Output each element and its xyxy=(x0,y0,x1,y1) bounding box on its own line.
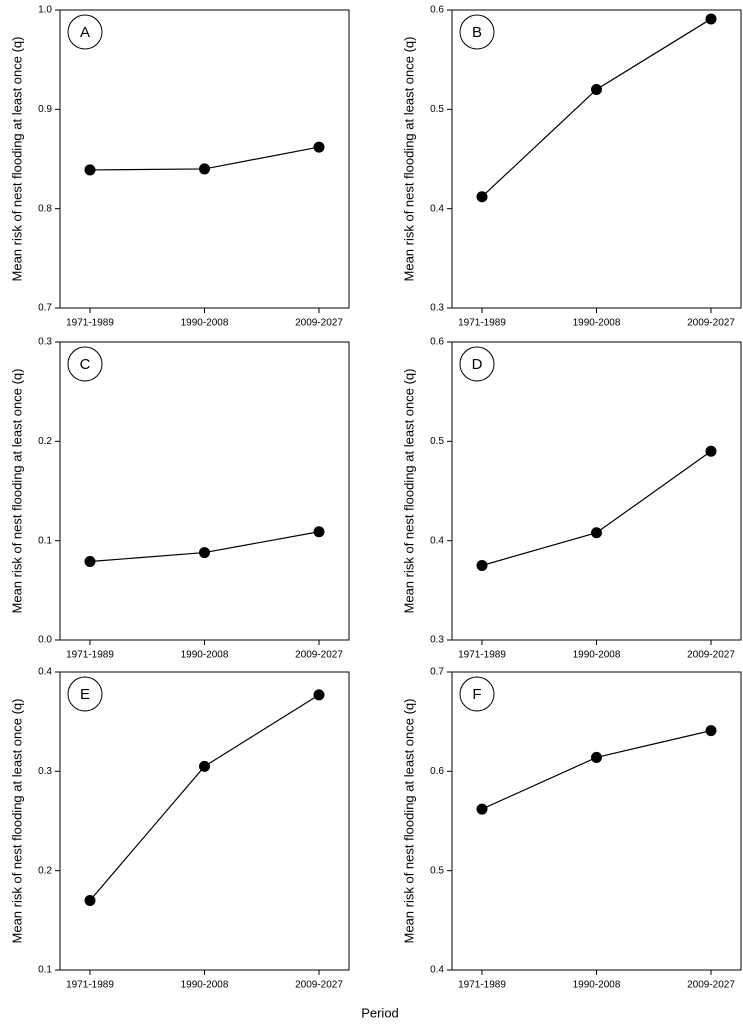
data-point xyxy=(706,13,717,24)
x-tick-label: 1971-1989 xyxy=(66,318,114,329)
data-point xyxy=(706,446,717,457)
data-point xyxy=(85,556,96,567)
plot-area xyxy=(452,342,741,640)
panel-label: E xyxy=(80,686,90,703)
data-point xyxy=(477,191,488,202)
y-tick-label: 0.7 xyxy=(38,303,52,314)
x-tick-label: 1971-1989 xyxy=(458,318,506,329)
y-axis-title: Mean risk of nest flooding at least once… xyxy=(401,37,416,282)
y-tick-label: 0.5 xyxy=(430,104,444,115)
panel-label: C xyxy=(80,356,91,373)
data-point xyxy=(591,84,602,95)
data-point xyxy=(706,725,717,736)
y-tick-label: 0.2 xyxy=(38,436,52,447)
y-axis-title: Mean risk of nest flooding at least once… xyxy=(401,369,416,614)
y-tick-label: 0.6 xyxy=(430,337,444,348)
data-point xyxy=(199,761,210,772)
y-tick-label: 0.1 xyxy=(38,535,52,546)
y-axis-title: Mean risk of nest flooding at least once… xyxy=(401,699,416,944)
y-tick-label: 0.3 xyxy=(430,635,444,646)
data-point xyxy=(477,560,488,571)
y-tick-label: 0.4 xyxy=(430,203,444,214)
y-tick-label: 0.3 xyxy=(38,766,52,777)
x-tick-label: 1990-2008 xyxy=(181,318,229,329)
y-tick-label: 0.3 xyxy=(430,303,444,314)
x-tick-label: 1990-2008 xyxy=(573,318,621,329)
panel-label: F xyxy=(472,686,481,703)
y-tick-label: 0.3 xyxy=(38,337,52,348)
y-tick-label: 0.4 xyxy=(430,965,444,976)
plot-area xyxy=(452,672,741,970)
data-line xyxy=(482,451,711,565)
data-point xyxy=(314,526,325,537)
data-point xyxy=(85,895,96,906)
plot-area xyxy=(60,672,349,970)
x-tick-label: 1971-1989 xyxy=(458,980,506,991)
x-tick-label: 2009-2027 xyxy=(687,980,735,991)
data-point xyxy=(591,527,602,538)
panel-label: B xyxy=(472,24,482,41)
data-point xyxy=(591,752,602,763)
plot-area xyxy=(60,10,349,308)
y-tick-label: 0.5 xyxy=(430,436,444,447)
plot-area xyxy=(60,342,349,640)
y-tick-label: 0.0 xyxy=(38,635,52,646)
x-tick-label: 1971-1989 xyxy=(458,650,506,661)
data-line xyxy=(482,731,711,809)
data-point xyxy=(85,164,96,175)
x-tick-label: 1990-2008 xyxy=(181,980,229,991)
x-tick-label: 2009-2027 xyxy=(295,318,343,329)
y-tick-label: 0.5 xyxy=(430,865,444,876)
data-point xyxy=(314,689,325,700)
y-tick-label: 0.2 xyxy=(38,865,52,876)
y-axis-title: Mean risk of nest flooding at least once… xyxy=(9,699,24,944)
y-tick-label: 0.7 xyxy=(430,667,444,678)
x-tick-label: 2009-2027 xyxy=(295,650,343,661)
data-point xyxy=(477,804,488,815)
data-line xyxy=(482,19,711,197)
y-tick-label: 0.4 xyxy=(430,535,444,546)
x-tick-label: 2009-2027 xyxy=(687,650,735,661)
x-axis-title: Period xyxy=(361,1005,399,1020)
y-tick-label: 0.6 xyxy=(430,5,444,16)
x-tick-label: 2009-2027 xyxy=(687,318,735,329)
x-tick-label: 1971-1989 xyxy=(66,650,114,661)
x-tick-label: 1971-1989 xyxy=(66,980,114,991)
y-tick-label: 0.4 xyxy=(38,667,52,678)
data-point xyxy=(199,163,210,174)
data-point xyxy=(199,547,210,558)
panel-label: A xyxy=(80,24,90,41)
x-tick-label: 2009-2027 xyxy=(295,980,343,991)
figure: Period 0.7 0.8 0.9 1.0 1971-1989 1990-2008 200… xyxy=(0,0,743,1028)
x-tick-label: 1990-2008 xyxy=(573,980,621,991)
y-tick-label: 0.1 xyxy=(38,965,52,976)
data-point xyxy=(314,142,325,153)
plot-area xyxy=(452,10,741,308)
y-tick-label: 0.8 xyxy=(38,203,52,214)
y-tick-label: 0.6 xyxy=(430,766,444,777)
data-line xyxy=(90,695,319,901)
panel-label: D xyxy=(472,356,483,373)
y-axis-title: Mean risk of nest flooding at least once… xyxy=(9,369,24,614)
y-tick-label: 1.0 xyxy=(38,5,52,16)
y-axis-title: Mean risk of nest flooding at least once… xyxy=(9,37,24,282)
x-tick-label: 1990-2008 xyxy=(573,650,621,661)
x-tick-label: 1990-2008 xyxy=(181,650,229,661)
y-tick-label: 0.9 xyxy=(38,104,52,115)
